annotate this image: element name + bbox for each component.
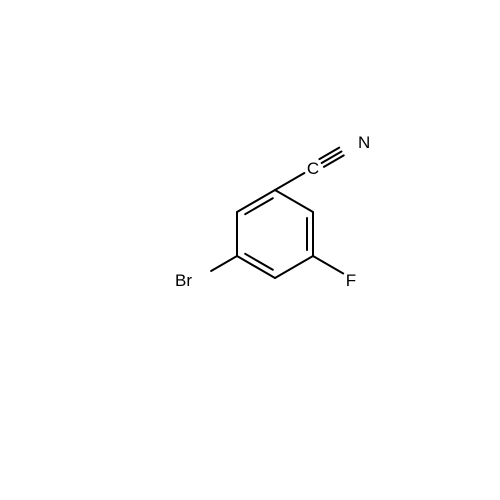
atom-label-br: Br bbox=[175, 271, 192, 290]
molecule-diagram: C N F Br bbox=[0, 0, 500, 500]
atom-label-n: N bbox=[358, 133, 370, 152]
atom-label-c: C bbox=[307, 159, 319, 178]
atom-label-f: F bbox=[346, 271, 356, 290]
